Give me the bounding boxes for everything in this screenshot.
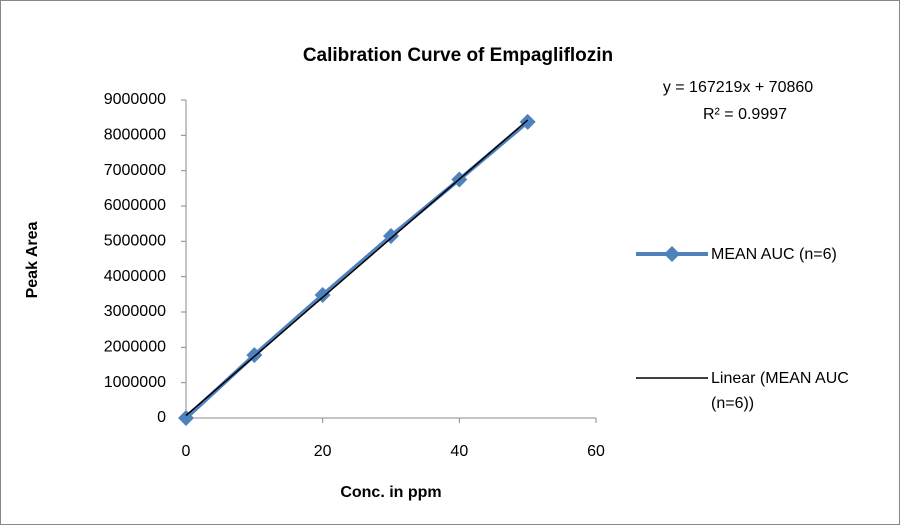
- legend-marker: [664, 246, 680, 262]
- data-point: [519, 113, 536, 130]
- y-tick-label: 1000000: [104, 374, 166, 391]
- y-tick-label: 5000000: [104, 233, 166, 250]
- x-axis-label: Conc. in ppm: [340, 484, 441, 501]
- data-point: [178, 410, 194, 426]
- data-point: [314, 287, 331, 304]
- legend-label: Linear (MEAN AUC (n=6)): [711, 370, 849, 412]
- y-axis-label: Peak Area: [24, 222, 41, 299]
- trendline: [185, 119, 529, 417]
- y-tick-label: 4000000: [104, 268, 166, 285]
- chart-title: Calibration Curve of Empagliflozin: [303, 45, 613, 66]
- x-tick-label: 0: [182, 443, 191, 460]
- x-tick-label: 60: [587, 443, 605, 460]
- y-tick-label: 7000000: [104, 162, 166, 179]
- equation: y = 167219x + 70860: [663, 79, 813, 96]
- y-tick-label: 0: [157, 409, 166, 426]
- y-tick-label: 9000000: [104, 91, 166, 108]
- legend-label: MEAN AUC (n=6): [711, 246, 837, 263]
- x-tick-label: 20: [314, 443, 332, 460]
- data-point: [383, 228, 399, 245]
- y-tick-label: 3000000: [104, 303, 166, 320]
- y-tick-label: 8000000: [104, 127, 166, 144]
- y-tick-label: 2000000: [104, 339, 166, 356]
- r-squared: R² = 0.9997: [703, 106, 787, 123]
- y-tick-label: 6000000: [104, 197, 166, 214]
- x-tick-label: 40: [450, 443, 468, 460]
